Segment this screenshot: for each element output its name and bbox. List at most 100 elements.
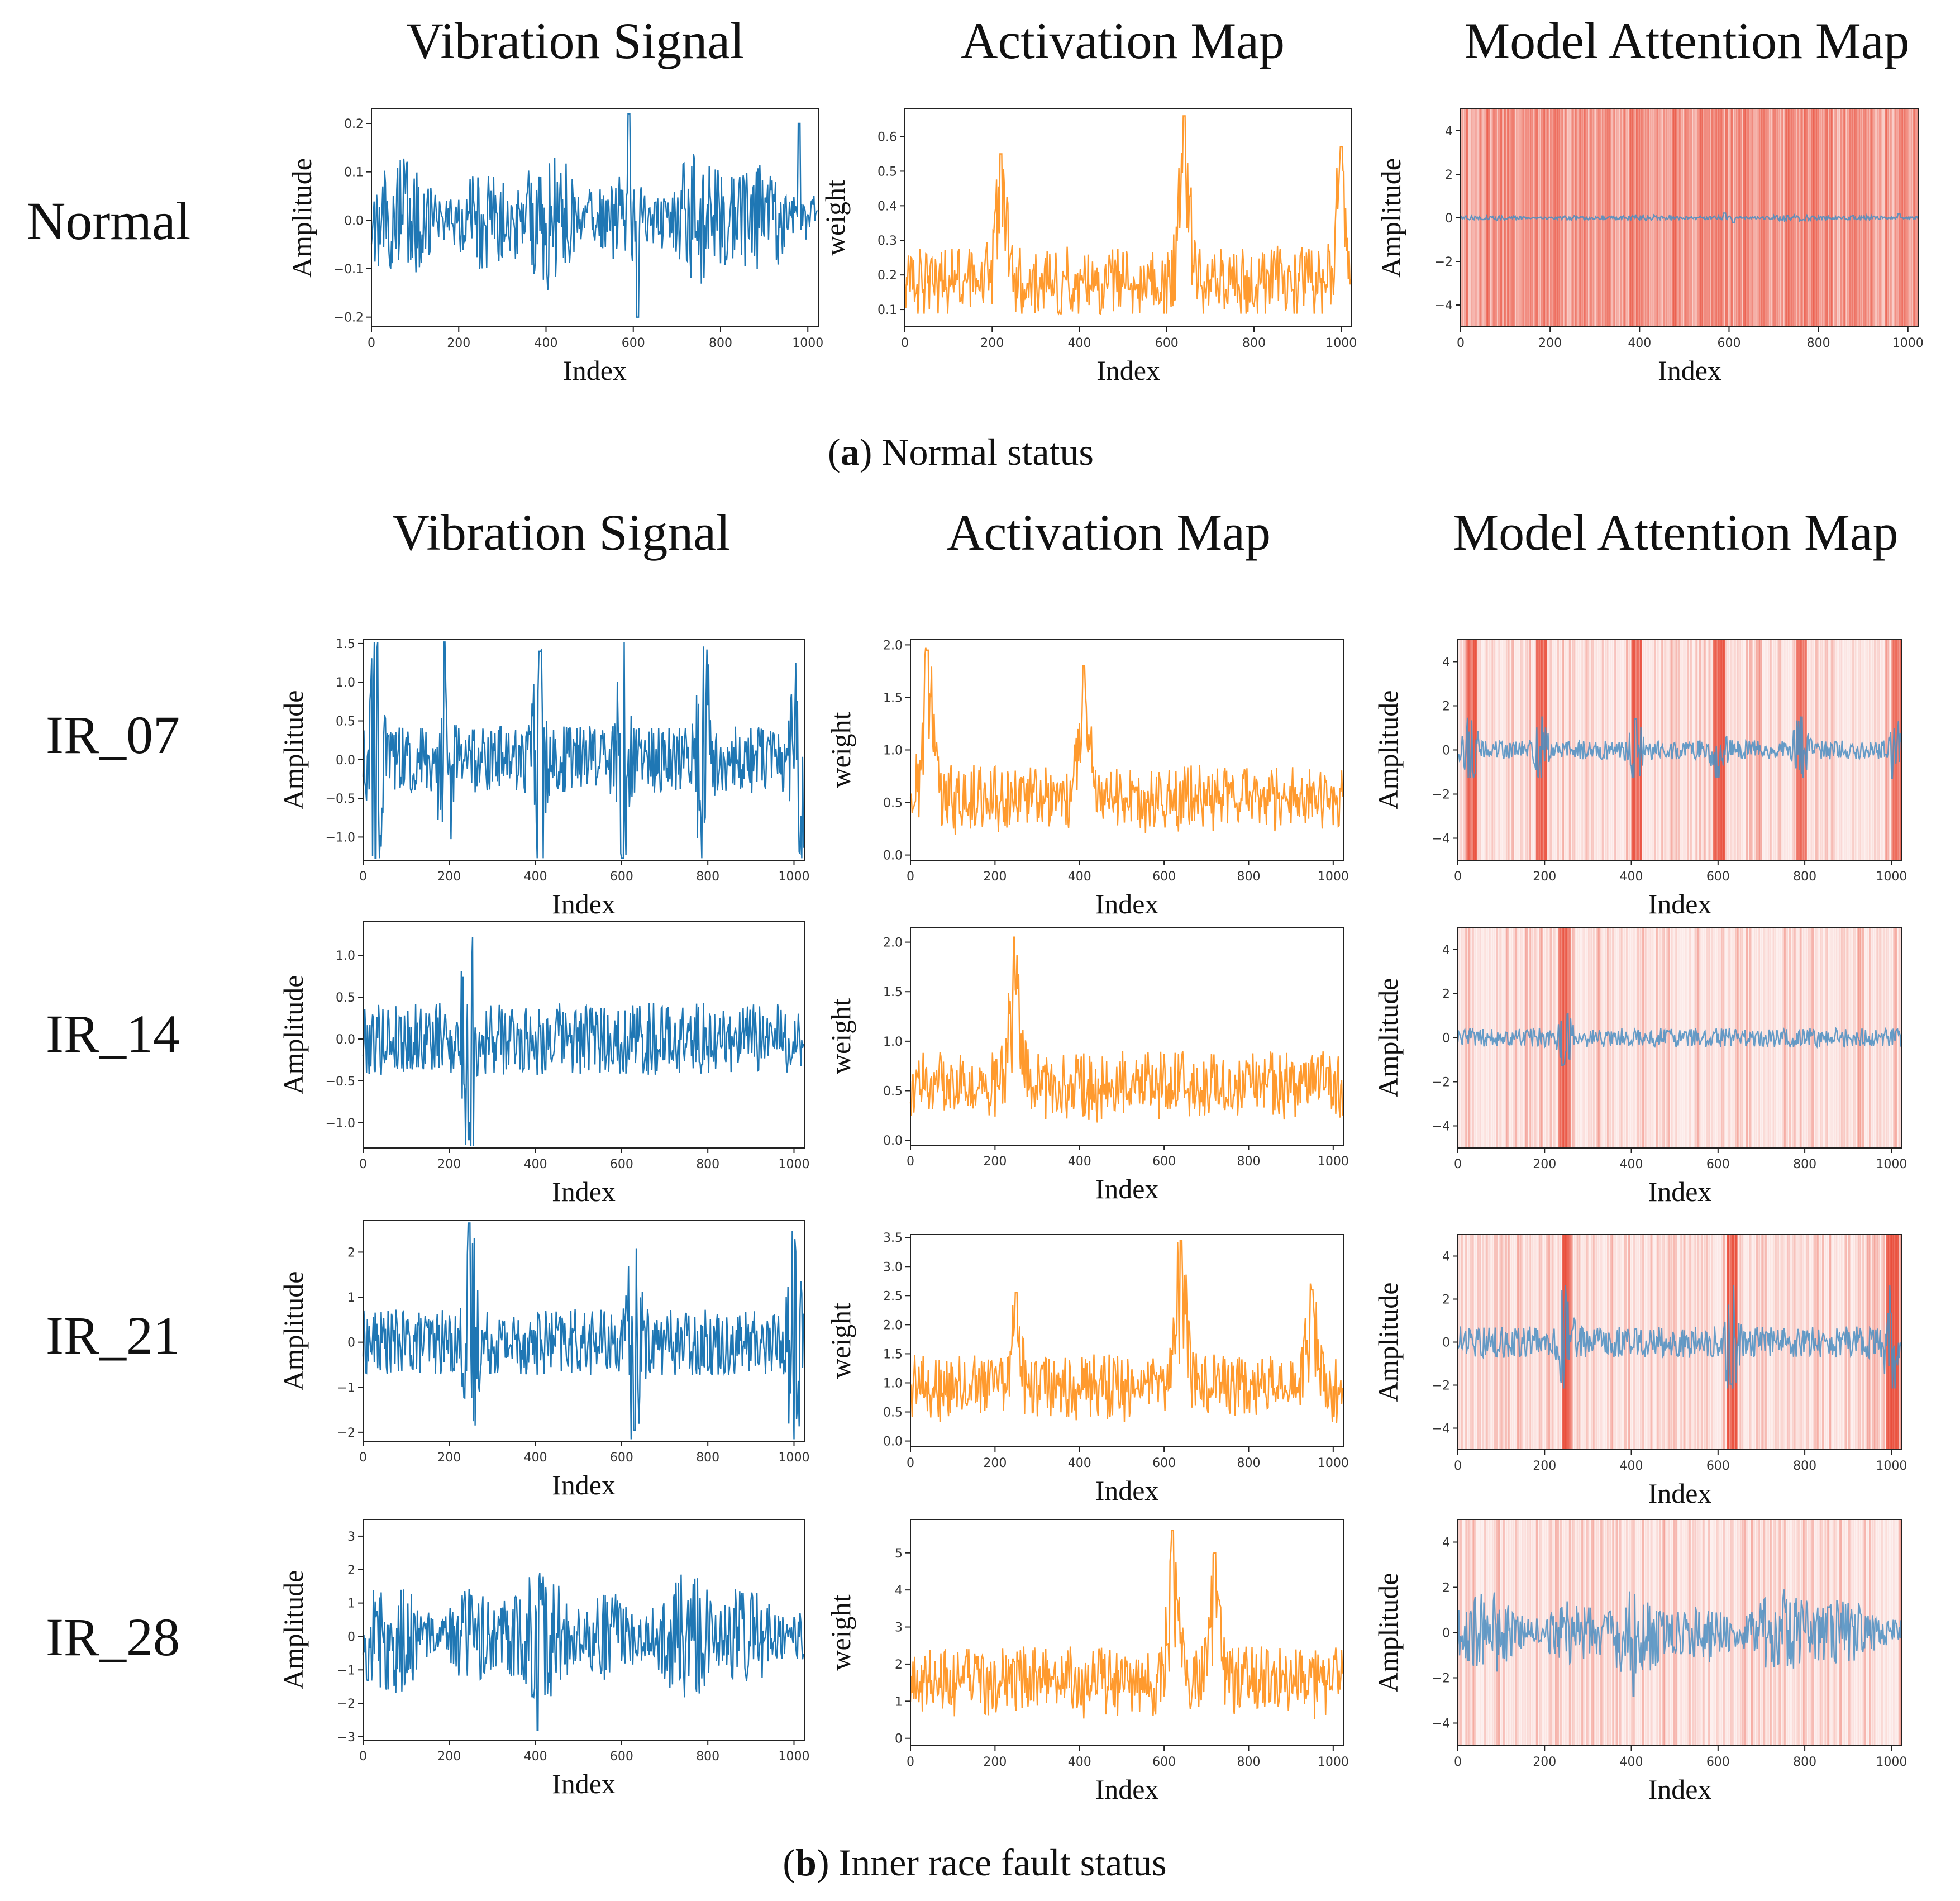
attention-band xyxy=(1845,109,1848,327)
y-tick-label: −2 xyxy=(337,1426,355,1440)
x-tick-label: 400 xyxy=(1068,1456,1091,1470)
y-tick-label: −2 xyxy=(1432,1076,1450,1090)
y-tick-label: −1.0 xyxy=(326,1117,355,1131)
attention-band xyxy=(1492,1519,1495,1746)
x-tick-label: 800 xyxy=(1793,870,1816,884)
y-tick-label: −2 xyxy=(1432,1672,1450,1686)
attention-band xyxy=(1699,927,1701,1148)
x-tick-label: 800 xyxy=(696,1750,719,1764)
attention-band xyxy=(1766,109,1769,327)
attention-band xyxy=(1699,1235,1701,1450)
x-tick-label: 1000 xyxy=(778,1157,809,1171)
x-tick-label: 200 xyxy=(983,1755,1007,1769)
attention-band xyxy=(1554,1235,1557,1450)
attention-band xyxy=(1832,1235,1835,1450)
y-tick-label: 1 xyxy=(347,1597,355,1611)
x-tick-label: 0 xyxy=(359,1157,367,1171)
attention-band xyxy=(1746,927,1748,1148)
attention-band xyxy=(1666,1235,1668,1450)
y-tick-label: 1.0 xyxy=(883,744,903,758)
y-tick-label: −1.0 xyxy=(326,831,355,845)
x-tick-label: 0 xyxy=(1454,1755,1462,1769)
y-tick-label: 1.0 xyxy=(883,1035,903,1049)
x-axis-label: Index xyxy=(563,355,627,386)
attention-band xyxy=(1706,927,1708,1148)
attention-band xyxy=(1601,1519,1604,1746)
attention-band xyxy=(1890,1519,1892,1746)
y-axis-label: Amplitude xyxy=(1372,1283,1404,1402)
attention-band xyxy=(1520,927,1523,1148)
x-tick-label: 1000 xyxy=(1876,1459,1907,1473)
x-tick-label: 200 xyxy=(437,1750,461,1764)
x-tick-label: 800 xyxy=(696,1157,719,1171)
activation-series-line xyxy=(909,1240,1343,1423)
attention-band xyxy=(1631,927,1634,1148)
y-tick-label: 3.5 xyxy=(883,1231,903,1245)
chart-ir21-vibration: 0 200 400 600 800 1000 −2 −1 0 1 2 Index Amplitude xyxy=(278,1220,809,1500)
attention-band xyxy=(1563,1519,1566,1746)
x-axis-label: Index xyxy=(1648,1478,1712,1509)
vibration-series-line xyxy=(362,1573,804,1731)
signal-overlay-line xyxy=(1460,212,1919,223)
x-tick-label: 0 xyxy=(1454,1157,1462,1171)
attention-band xyxy=(1567,640,1570,860)
y-tick-label: 2.5 xyxy=(883,1289,903,1303)
y-tick-label: 0.3 xyxy=(878,234,897,248)
attention-band xyxy=(1498,1235,1500,1450)
attention-band xyxy=(1783,1519,1786,1746)
attention-band xyxy=(1609,1519,1611,1746)
attention-band xyxy=(1603,1519,1606,1746)
y-tick-label: −4 xyxy=(1432,1120,1450,1134)
attention-band xyxy=(1742,927,1745,1148)
attention-band xyxy=(1805,927,1807,1148)
attention-band xyxy=(1576,1235,1578,1450)
attention-band xyxy=(1566,109,1568,327)
attention-band xyxy=(1843,640,1845,860)
row-label-ir14: IR_14 xyxy=(46,1004,180,1064)
attention-band xyxy=(1827,1235,1830,1450)
attention-band xyxy=(1882,1235,1885,1450)
attention-band xyxy=(1838,109,1840,327)
attention-band xyxy=(1888,1519,1890,1746)
y-tick-label: 1 xyxy=(347,1291,355,1305)
y-axis-label: Amplitude xyxy=(1372,978,1404,1098)
attention-band xyxy=(1737,1519,1739,1746)
attention-band xyxy=(1605,1519,1608,1746)
attention-band xyxy=(1551,1519,1554,1746)
attention-band xyxy=(1548,1235,1551,1450)
attention-band xyxy=(1858,640,1861,860)
x-tick-label: 400 xyxy=(1068,1155,1091,1169)
attention-band xyxy=(1534,927,1537,1148)
attention-band xyxy=(1551,927,1554,1148)
x-tick-label: 400 xyxy=(1068,336,1091,350)
attention-band xyxy=(1463,927,1466,1148)
attention-band xyxy=(1534,1235,1537,1450)
y-tick-label: 0.2 xyxy=(878,269,897,283)
attention-band xyxy=(1573,109,1576,327)
attention-band xyxy=(1810,640,1813,860)
x-tick-label: 1000 xyxy=(778,870,809,884)
attention-band xyxy=(1666,640,1668,860)
y-axis-label: Amplitude xyxy=(1372,1573,1404,1693)
y-tick-label: 0.1 xyxy=(878,303,897,317)
attention-band xyxy=(1761,1235,1764,1450)
attention-band xyxy=(1713,927,1715,1148)
y-axis-label: Amplitude xyxy=(1372,690,1404,810)
attention-band xyxy=(1471,927,1474,1148)
attention-band xyxy=(1782,927,1785,1148)
attention-band xyxy=(1496,1235,1499,1450)
y-axis-label: Amplitude xyxy=(278,975,309,1095)
attention-band xyxy=(1794,1519,1797,1746)
y-tick-label: −4 xyxy=(1435,299,1453,313)
attention-band xyxy=(1529,640,1532,860)
attention-band xyxy=(1834,1235,1837,1450)
attention-band xyxy=(1570,1235,1573,1450)
attention-band xyxy=(1510,1235,1512,1450)
y-tick-label: 0 xyxy=(1442,744,1450,758)
x-tick-label: 600 xyxy=(610,1451,633,1465)
caption-a-text: Normal status xyxy=(872,431,1094,473)
attention-band xyxy=(1636,927,1639,1148)
x-tick-label: 400 xyxy=(524,870,547,884)
attention-band xyxy=(1797,109,1799,327)
attention-band xyxy=(1470,1519,1472,1746)
